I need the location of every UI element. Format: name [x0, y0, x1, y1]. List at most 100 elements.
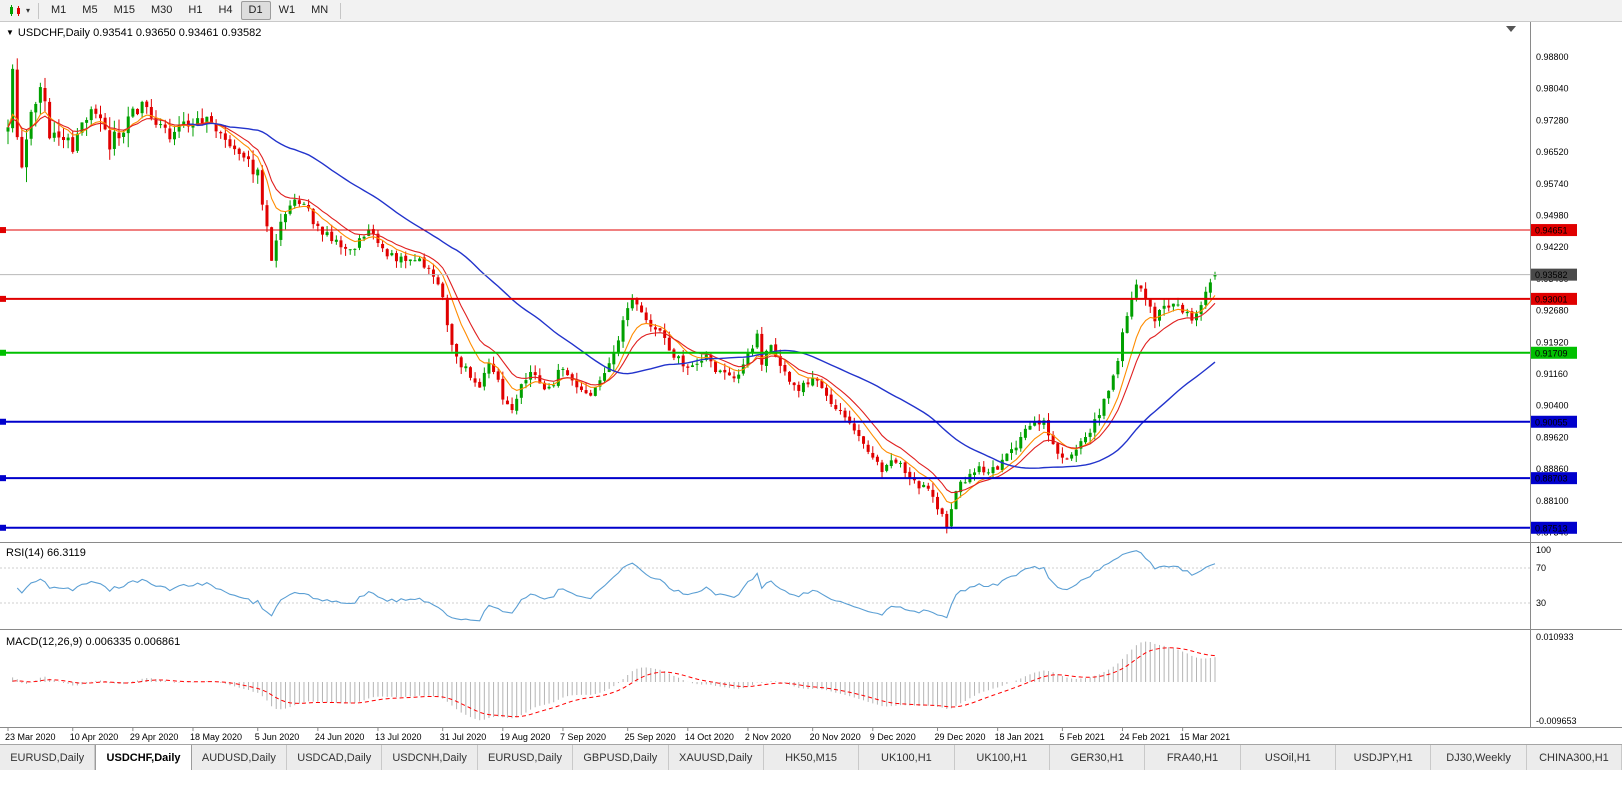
dropdown-arrow-icon: ▾	[26, 5, 31, 15]
price-axis-label: 0.96520	[1536, 147, 1569, 157]
chart-tab[interactable]: GER30,H1	[1049, 745, 1146, 770]
date-axis-label: 5 Jun 2020	[255, 732, 300, 742]
date-axis-label: 18 May 2020	[190, 732, 242, 742]
date-axis-label: 10 Apr 2020	[70, 732, 119, 742]
date-axis-label: 29 Dec 2020	[935, 732, 986, 742]
ma-mid-line	[7, 115, 1216, 494]
chart-tab[interactable]: UK100,H1	[859, 745, 955, 770]
price-axis-label: 0.91160	[1536, 369, 1568, 379]
date-axis[interactable]: 23 Mar 2020 10 Apr 2020 29 Apr 2020 18 May …	[5, 727, 1231, 743]
hline-left-anchor[interactable]	[0, 349, 6, 356]
ma-fast-line	[7, 110, 1216, 504]
date-axis-label: 7 Sep 2020	[560, 732, 606, 742]
price-axis-label: 0.92680	[1536, 306, 1569, 316]
rsi-axis-label: 30	[1536, 598, 1546, 608]
period-button-M15[interactable]: M15	[113, 3, 135, 16]
hline-left-anchor[interactable]	[0, 227, 6, 234]
chart-tab[interactable]: GBPUSD,Daily	[573, 745, 669, 770]
hline-left-anchor[interactable]	[0, 295, 6, 302]
period-button-MN[interactable]: MN	[311, 3, 329, 16]
price-axis-label: 0.95740	[1536, 179, 1569, 189]
chart-title-text: USDCHF,Daily 0.93541 0.93650 0.93461 0.9…	[17, 27, 262, 39]
price-axis-label: 0.88100	[1536, 496, 1569, 506]
svg-text:0.88703: 0.88703	[1535, 474, 1568, 484]
period-button-W1[interactable]: W1	[278, 3, 296, 16]
chart-tab[interactable]: USDCNH,Daily	[382, 745, 478, 770]
price-axis-label: 0.97280	[1536, 115, 1569, 125]
date-axis-label: 13 Jul 2020	[375, 732, 422, 742]
toolbar-separator	[38, 2, 40, 19]
candlestick-series	[6, 58, 1217, 534]
level-price-badge: 0.88703	[1531, 472, 1577, 485]
svg-text:0.91709: 0.91709	[1535, 348, 1568, 358]
svg-text:0.93582: 0.93582	[1535, 270, 1568, 280]
chart-tab[interactable]: DJ30,Weekly	[1431, 745, 1527, 770]
price-axis-label: 0.90400	[1536, 401, 1569, 411]
current-price-badge: 0.93582	[1531, 268, 1577, 281]
hline-left-anchor[interactable]	[0, 418, 6, 425]
level-price-badge: 0.93001	[1531, 292, 1577, 305]
price-axis-label: 0.98040	[1536, 84, 1569, 94]
chart-tab[interactable]: USOil,H1	[1240, 745, 1337, 770]
rsi-panel: 100 70 30	[0, 545, 1551, 622]
price-axis-label: 0.91920	[1536, 337, 1569, 347]
date-axis-label: 18 Jan 2021	[995, 732, 1045, 742]
toolbar-separator	[340, 2, 342, 19]
period-button-H1[interactable]: H1	[188, 3, 203, 16]
svg-text:0.93001: 0.93001	[1535, 294, 1568, 304]
period-button-D1[interactable]: D1	[240, 0, 271, 21]
price-axis-label: 0.98800	[1536, 52, 1569, 62]
hline-left-anchor[interactable]	[0, 475, 6, 482]
price-axis-label: 0.88860	[1536, 464, 1569, 474]
chart-tab[interactable]: EURUSD,Daily	[477, 745, 574, 770]
date-axis-label: 5 Feb 2021	[1059, 732, 1105, 742]
chart-tabs-bar: EURUSD,Daily USDCHF,Daily AUDUSD,Daily USDC…	[0, 744, 1622, 770]
period-button-M30[interactable]: M30	[150, 3, 173, 16]
rsi-axis-label: 70	[1536, 563, 1546, 573]
date-axis-label: 25 Sep 2020	[625, 732, 676, 742]
chart-tab[interactable]: USDCHF,Daily	[95, 745, 192, 770]
macd-signal-line	[12, 647, 1216, 718]
date-axis-label: 23 Mar 2020	[5, 732, 56, 742]
rsi-line	[16, 550, 1216, 622]
chart-shift-marker[interactable]	[1506, 26, 1516, 32]
macd-indicator-label: MACD(12,26,9) 0.006335 0.006861	[6, 636, 181, 648]
chart-tab[interactable]: EURUSD,Daily	[0, 745, 96, 770]
chart-tab[interactable]: USDCAD,Daily	[287, 745, 383, 770]
level-price-badge: 0.90055	[1531, 415, 1577, 428]
date-axis-label: 20 Nov 2020	[810, 732, 861, 742]
macd-axis-min-label: -0.009653	[1536, 716, 1577, 726]
date-axis-label: 2 Nov 2020	[745, 732, 791, 742]
chart-tab[interactable]: XAUUSD,Daily	[668, 745, 764, 770]
svg-text:0.87513: 0.87513	[1535, 523, 1568, 533]
hline-left-anchor[interactable]	[0, 524, 6, 531]
macd-axis-max-label: 0.010933	[1536, 632, 1574, 642]
chart-tab[interactable]: CHINA300,H1	[1526, 745, 1622, 770]
timeframe-toolbar: ▾ M1 M5 M15 M30 H1 H4 D1 W1 MN	[0, 0, 1622, 22]
rsi-indicator-label: RSI(14) 66.3119	[6, 547, 86, 559]
date-axis-label: 15 Mar 2021	[1180, 732, 1231, 742]
period-buttons-group: M1 M5 M15 M30 H1 H4 D1 W1 MN	[43, 0, 336, 21]
chart-title: ▼ USDCHF,Daily 0.93541 0.93650 0.93461 0…	[6, 27, 261, 39]
chart-tab[interactable]: UK100,H1	[954, 745, 1050, 770]
date-axis-label: 29 Apr 2020	[130, 732, 179, 742]
period-button-M1[interactable]: M1	[51, 3, 67, 16]
period-button-H4[interactable]: H4	[218, 3, 233, 16]
chart-tab[interactable]: USDJPY,H1	[1336, 745, 1432, 770]
period-button-M5[interactable]: M5	[82, 3, 98, 16]
level-price-badge: 0.91709	[1531, 346, 1577, 359]
date-axis-label: 24 Jun 2020	[315, 732, 365, 742]
chart-tab[interactable]: HK50,M15	[763, 745, 860, 770]
horizontal-level-lines[interactable]	[0, 227, 1530, 531]
rsi-axis-label: 100	[1536, 545, 1551, 555]
chart-type-button[interactable]: ▾	[4, 3, 34, 19]
chart-tab[interactable]: AUDUSD,Daily	[191, 745, 288, 770]
macd-panel	[12, 641, 1216, 721]
chart-tab[interactable]: FRA40,H1	[1145, 745, 1241, 770]
collapse-arrow-icon[interactable]: ▼	[6, 28, 14, 37]
svg-text:0.90055: 0.90055	[1535, 417, 1568, 427]
candlestick-chart-icon	[10, 4, 20, 16]
price-axis-label: 0.94980	[1536, 211, 1569, 221]
